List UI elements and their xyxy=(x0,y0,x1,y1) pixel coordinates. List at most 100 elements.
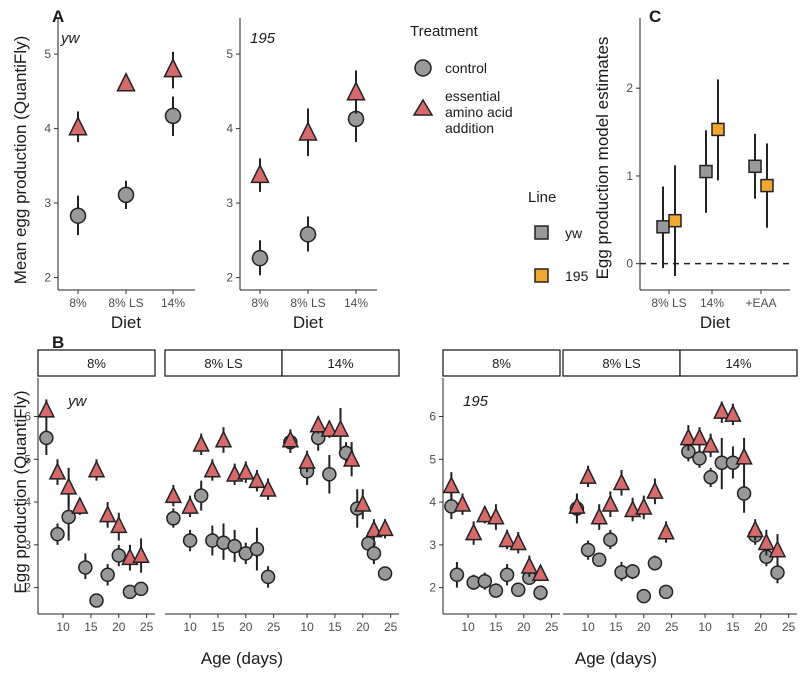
control-point xyxy=(322,467,337,482)
eaa-point xyxy=(281,429,300,448)
y-tick-4-label: 4 xyxy=(226,122,233,136)
panel-b-letter: B xyxy=(52,333,64,352)
control-point xyxy=(193,488,209,503)
control-point xyxy=(703,469,718,485)
panel-b-xlabel-195: Age (days) xyxy=(575,649,657,668)
control-point xyxy=(736,486,752,501)
y-tick-3-label: 3 xyxy=(226,196,233,210)
legend-eaa-label-line2: amino acid xyxy=(445,104,513,120)
eaa-point xyxy=(713,401,731,419)
eaa-point xyxy=(679,427,698,446)
eaa-point xyxy=(298,451,316,469)
x-tick-0-label: 8% xyxy=(69,296,87,310)
y-tick-2-label: 2 xyxy=(44,271,51,285)
eaa-point xyxy=(757,532,776,551)
x-tick-20-label: 20 xyxy=(637,620,651,634)
facet-strip-label: 8% xyxy=(492,356,511,371)
control-point xyxy=(636,588,652,604)
panel-b-yw-title: yw xyxy=(67,393,88,410)
panel-a-yw-title: yw xyxy=(60,30,81,47)
yw-estimate-point xyxy=(699,164,713,179)
control-point xyxy=(227,538,242,554)
legend-195-symbol xyxy=(534,268,549,283)
eaa-point xyxy=(71,496,89,514)
eaa-point xyxy=(442,475,461,494)
eaa-point xyxy=(579,466,597,484)
eaa-point xyxy=(163,57,183,78)
facet-strip-label: 14% xyxy=(725,356,751,371)
y-tick-4-label: 4 xyxy=(429,495,436,509)
legend-eaa-label-line3: addition xyxy=(445,120,494,136)
195-estimate-point xyxy=(668,213,682,228)
y-tick-2-label: 2 xyxy=(226,271,233,285)
control-point xyxy=(251,249,269,267)
x-tick-10-label: 10 xyxy=(183,620,197,634)
eaa-point xyxy=(248,470,266,489)
facet-strip xyxy=(442,349,561,377)
x-tick-10-label: 10 xyxy=(461,620,475,634)
y-tick-6-label: 6 xyxy=(429,410,436,424)
eaa-point xyxy=(701,435,720,453)
eaa-point xyxy=(192,434,210,452)
eaa-point xyxy=(110,515,128,534)
x-tick-10-label: 10 xyxy=(56,620,70,634)
yw-estimate-point xyxy=(748,159,762,174)
control-point xyxy=(39,430,54,446)
control-point xyxy=(111,548,127,563)
line-legend: Line yw 195 xyxy=(528,189,589,284)
x-tick-10-label: 10 xyxy=(581,620,595,634)
eaa-point xyxy=(635,497,653,515)
panel-a-195-title: 195 xyxy=(250,30,276,47)
facet-strip xyxy=(37,349,156,377)
eaa-point xyxy=(320,419,339,437)
panel-b-yw-8pct-ls-facet: 8% LS 10 15 20 25 xyxy=(164,349,283,634)
y-tick-3-label: 3 xyxy=(44,196,51,210)
facet-strip-label: 8% xyxy=(87,356,106,371)
legend-195-label: 195 xyxy=(565,268,589,284)
y-tick-0-label: 0 xyxy=(626,257,633,271)
eaa-point xyxy=(746,519,764,538)
legend-eaa-label-line1: essential xyxy=(445,88,500,104)
eaa-point xyxy=(354,494,372,512)
x-tick-20-label: 20 xyxy=(112,620,126,634)
control-point xyxy=(100,567,115,583)
control-point xyxy=(133,581,149,597)
legend-yw-symbol xyxy=(534,225,549,240)
eaa-point xyxy=(164,485,183,504)
eaa-point xyxy=(250,163,270,184)
eaa-point xyxy=(237,462,255,480)
eaa-point xyxy=(203,459,222,478)
panel-a-xlabel-yw: Diet xyxy=(111,313,142,332)
control-point xyxy=(591,552,607,568)
x-tick-10-label: 10 xyxy=(698,620,712,634)
panel-a-ylabel: Mean egg production (QuantiFly) xyxy=(11,36,30,285)
panel-b-xlabel-yw: Age (days) xyxy=(201,649,283,668)
x-tick-2-label: +EAA xyxy=(745,296,776,310)
eaa-point xyxy=(509,532,527,551)
eaa-point xyxy=(214,429,233,448)
facet-strip xyxy=(164,349,283,377)
panel-b-ylabel: Egg production (QuantiFly) xyxy=(11,390,30,593)
control-point xyxy=(299,226,317,243)
treatment-legend-title: Treatment xyxy=(410,23,479,40)
y-tick-4-label: 4 xyxy=(44,122,51,136)
panel-b-195-8pct-ls-facet: 8% LS 10 15 20 25 xyxy=(562,349,681,634)
x-tick-1-label: 14% xyxy=(700,296,724,310)
control-point xyxy=(692,451,707,466)
control-point xyxy=(580,542,596,558)
eaa-point xyxy=(690,427,709,446)
x-tick-25-label: 25 xyxy=(665,620,679,634)
y-tick-3-label: 3 xyxy=(24,538,31,552)
x-tick-1-label: 8% LS xyxy=(108,296,143,310)
control-point xyxy=(182,533,198,548)
panel-c-letter: C xyxy=(649,7,661,26)
panel-a-letter: A xyxy=(52,7,64,26)
eaa-point xyxy=(181,496,199,514)
control-point xyxy=(89,593,104,608)
x-tick-15-label: 15 xyxy=(489,620,503,634)
yw-estimate-point xyxy=(656,220,670,234)
facet-strip-label: 8% LS xyxy=(602,356,641,371)
control-point xyxy=(117,186,135,204)
y-tick-5-label: 5 xyxy=(44,47,51,61)
control-point xyxy=(625,564,640,579)
